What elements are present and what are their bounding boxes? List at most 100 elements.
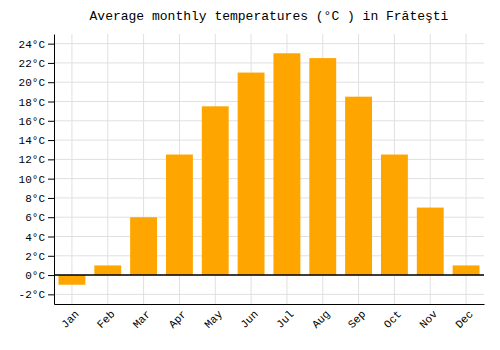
y-grid-line xyxy=(54,43,484,44)
x-tick-label: Nov xyxy=(417,308,440,331)
x-tick: Nov xyxy=(417,308,440,331)
bar xyxy=(58,275,85,285)
x-tick: Jul xyxy=(274,308,296,330)
y-tick-label: 14°C xyxy=(19,135,46,147)
y-tick: -2°C xyxy=(19,289,54,301)
y-tick-mark xyxy=(48,275,54,276)
x-tick: May xyxy=(202,308,225,331)
y-tick-mark xyxy=(48,102,54,103)
y-tick: 0°C xyxy=(25,270,54,282)
y-axis-line xyxy=(54,35,55,305)
y-tick-mark xyxy=(48,256,54,257)
y-tick-mark xyxy=(48,294,54,295)
x-tick-label: Apr xyxy=(167,308,189,330)
x-tick-label: Jan xyxy=(59,308,81,330)
y-grid-line xyxy=(54,178,484,179)
y-grid-line xyxy=(54,275,484,276)
x-tick-label: Aug xyxy=(310,308,332,330)
x-tick-label: Sep xyxy=(346,308,368,330)
y-tick-label: 6°C xyxy=(25,212,45,224)
bar xyxy=(238,73,265,275)
y-grid-line xyxy=(54,140,484,141)
y-tick: 14°C xyxy=(19,135,54,147)
y-tick: 4°C xyxy=(25,232,54,244)
y-grid-line xyxy=(54,294,484,295)
chart-container: -2°C 0°C 2°C 4°C 6°C 8°C 10°C 12°C 14°C 16°C 18°C 2… xyxy=(0,0,500,350)
x-tick: Apr xyxy=(167,308,189,330)
bars xyxy=(58,53,479,284)
y-tick-mark xyxy=(48,217,54,218)
grid xyxy=(54,34,484,304)
bar xyxy=(166,155,193,276)
title: Average monthly temperatures (°C ) in Fr… xyxy=(90,9,449,24)
y-tick-label: -2°C xyxy=(19,289,46,301)
x-tick-label: Feb xyxy=(95,308,117,330)
chart-svg: -2°C 0°C 2°C 4°C 6°C 8°C 10°C 12°C 14°C 16°C 18°C 2… xyxy=(0,0,500,350)
bar xyxy=(381,155,408,276)
y-tick-label: 0°C xyxy=(25,270,45,282)
bar xyxy=(130,217,157,275)
x-tick-label: Jul xyxy=(274,308,296,330)
y-tick: 2°C xyxy=(25,251,54,263)
x-tick: Aug xyxy=(310,308,332,330)
x-axis-line xyxy=(55,304,485,305)
x-tick-label: May xyxy=(202,308,225,331)
y-tick-mark xyxy=(48,140,54,141)
y-tick-label: 18°C xyxy=(19,97,46,109)
y-grid-line xyxy=(54,159,484,160)
y-grid-line xyxy=(54,197,484,198)
y-tick-mark xyxy=(48,44,54,45)
y-tick-label: 10°C xyxy=(19,174,46,186)
x-tick: Oct xyxy=(382,308,404,330)
y-tick: 22°C xyxy=(19,58,54,70)
y-tick: 16°C xyxy=(19,116,54,128)
bar xyxy=(202,106,229,275)
bar xyxy=(345,97,372,275)
y-tick-mark xyxy=(48,159,54,160)
x-tick: Dec xyxy=(453,308,475,330)
x-tick: Jun xyxy=(238,308,260,330)
y-tick-mark xyxy=(48,121,54,122)
y-grid-line xyxy=(54,101,484,102)
y-tick: 20°C xyxy=(19,77,54,89)
y-tick-label: 12°C xyxy=(19,154,46,166)
x-grid-line xyxy=(107,34,108,304)
y-tick-mark xyxy=(48,63,54,64)
y-tick: 8°C xyxy=(25,193,54,205)
y-tick-label: 8°C xyxy=(25,193,45,205)
x-tick-label: Dec xyxy=(453,308,475,330)
y-tick-mark xyxy=(48,82,54,83)
x-tick-label: Oct xyxy=(382,308,404,330)
y-grid-line xyxy=(54,82,484,83)
x-tick-label: Jun xyxy=(238,308,260,330)
y-grid-line xyxy=(54,120,484,121)
x-tick: Jan xyxy=(59,308,81,330)
y-tick-label: 22°C xyxy=(19,58,46,70)
x-grid-line xyxy=(466,34,467,304)
y-axis: -2°C 0°C 2°C 4°C 6°C 8°C 10°C 12°C 14°C 16°C 18°C 2… xyxy=(19,35,55,305)
y-tick-mark xyxy=(48,237,54,238)
y-tick-mark xyxy=(48,198,54,199)
y-tick-label: 24°C xyxy=(19,39,46,51)
y-tick: 12°C xyxy=(19,154,54,166)
y-grid-line xyxy=(54,62,484,63)
bar xyxy=(309,58,336,275)
y-tick-label: 2°C xyxy=(25,251,45,263)
zero-line xyxy=(54,274,484,276)
bar xyxy=(453,265,480,275)
y-tick: 6°C xyxy=(25,212,54,224)
bar xyxy=(417,208,444,275)
y-tick: 10°C xyxy=(19,174,54,186)
y-tick: 24°C xyxy=(19,39,54,51)
y-tick: 18°C xyxy=(19,97,54,109)
bar xyxy=(273,53,300,275)
x-axis: Jan Feb Mar Apr May Jun Jul Aug Sep Oct Nov Dec xyxy=(55,305,485,331)
x-tick: Feb xyxy=(95,308,117,330)
y-tick-mark xyxy=(48,179,54,180)
y-tick-label: 16°C xyxy=(19,116,46,128)
bar xyxy=(94,265,121,275)
x-tick-label: Mar xyxy=(131,308,153,330)
x-tick: Mar xyxy=(131,308,153,330)
y-tick-label: 20°C xyxy=(19,77,46,89)
x-grid-line xyxy=(71,34,72,304)
